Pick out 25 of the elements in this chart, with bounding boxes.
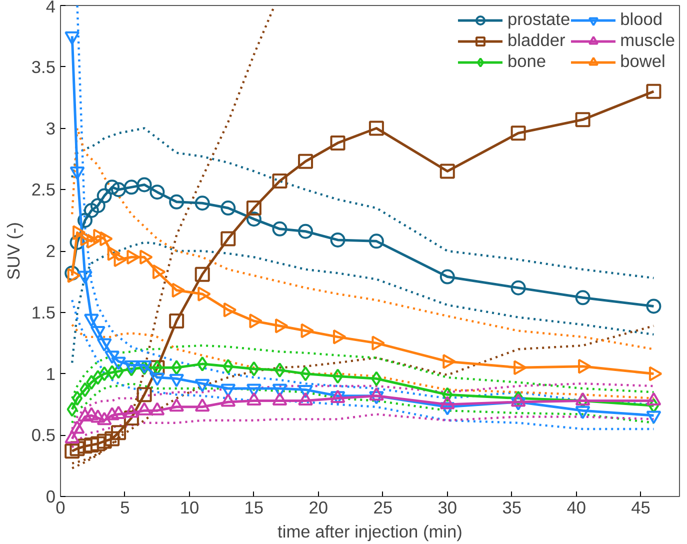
legend-label: prostate [507,9,570,30]
y-tick-label: 3.5 [31,56,56,77]
y-tick-label: 1 [46,364,56,384]
legend-label: bladder [507,30,566,51]
x-tick-label: 25 [373,498,393,518]
x-tick-label: 30 [438,498,458,518]
x-tick-label: 5 [120,498,130,518]
legend-label: bone [507,51,546,72]
legend-label: bowel [620,51,666,72]
y-tick-label: 2 [46,241,56,261]
y-tick-label: 2.5 [31,180,56,200]
y-tick-label: 0.5 [31,425,56,446]
legend-label: blood [620,9,663,30]
x-tick-label: 10 [180,498,200,518]
x-tick-label: 15 [244,498,264,518]
y-tick-label: 4 [46,0,56,16]
legend-label: muscle [620,30,675,51]
x-tick-label: 45 [631,498,650,518]
x-axis-title: time after injection (min) [278,522,462,542]
y-axis-title: SUV (-) [3,222,24,280]
y-tick-label: 3 [46,118,56,138]
y-tick-label: 1.5 [31,302,56,322]
x-tick-label: 35 [502,498,522,518]
x-tick-label: 40 [566,498,586,518]
x-tick-label: 20 [308,498,328,518]
